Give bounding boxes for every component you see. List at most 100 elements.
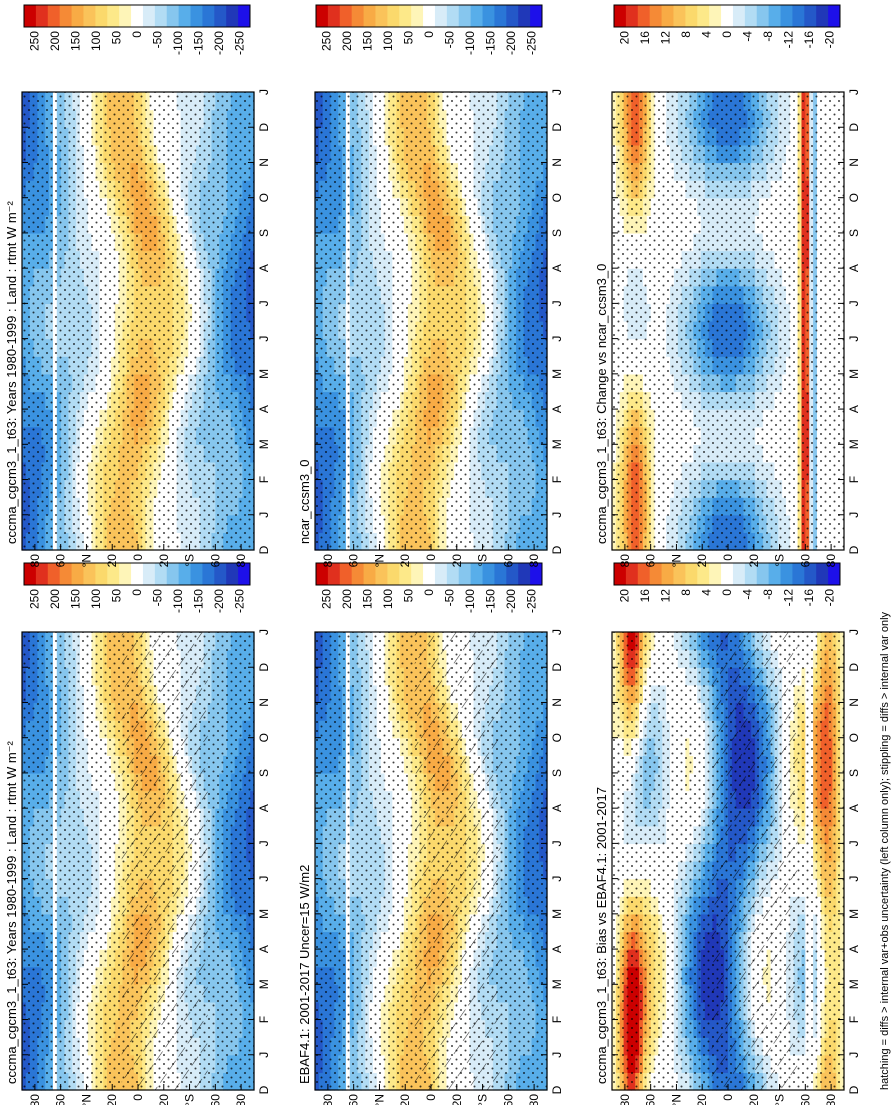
colorbar-label: 250 — [319, 589, 333, 609]
colorbar-label: 8 — [679, 589, 693, 596]
panel-title: EBAF4.1: 2001-2017 Uncer=15 W/m2 — [297, 865, 312, 1084]
y-tick-label: 80 — [618, 1094, 632, 1105]
colorbar: 250 200 150 100 50 0 -50 -100 -150 -200 -250 — [315, 562, 543, 613]
colorbar-swatch — [732, 563, 746, 585]
x-tick-label: A — [550, 804, 564, 812]
y-tick-label: 0 — [131, 1094, 145, 1101]
colorbar-label: 0 — [130, 589, 144, 596]
colorbar-swatch — [226, 563, 239, 585]
colorbar-label: 20 — [617, 589, 631, 603]
x-tick-label: A — [550, 945, 564, 953]
hatching-overlay — [121, 632, 208, 1090]
colorbar-swatch — [375, 563, 388, 585]
colorbar-swatch — [411, 563, 424, 585]
x-tick-label: O — [550, 733, 564, 742]
colorbar-label: 4 — [699, 589, 713, 596]
colorbar-swatch — [637, 563, 651, 585]
y-tick-label: 20 — [450, 1094, 464, 1105]
x-tick-label: S — [847, 769, 861, 777]
colorbar-swatch — [47, 563, 61, 585]
colorbar-swatch — [530, 563, 543, 585]
y-tick-label: °S — [476, 1094, 490, 1105]
colorbar-swatch — [446, 563, 460, 585]
colorbar-label: 200 — [340, 589, 354, 609]
colorbar-swatch — [434, 563, 448, 585]
colorbar-swatch — [804, 563, 817, 585]
colorbar-label: -8 — [761, 589, 775, 600]
panel-title: cccma_cgcm3_1_t63: Years 1980-1999 : Lan… — [4, 740, 19, 1084]
y-tick-label: 60 — [644, 1094, 658, 1105]
colorbar-label: 0 — [422, 589, 436, 596]
colorbar-swatch — [506, 563, 519, 585]
colorbar-swatch — [661, 563, 674, 585]
colorbar-frame — [23, 562, 251, 586]
x-tick-label: M — [550, 979, 564, 989]
x-tick-label: D — [550, 663, 564, 672]
x-tick-label: D — [257, 1085, 271, 1094]
colorbar-swatch — [59, 563, 73, 585]
colorbar-label: -150 — [192, 589, 206, 613]
x-tick-label: A — [257, 945, 271, 953]
colorbar-label: 150 — [360, 589, 374, 609]
x-tick-label: N — [257, 698, 271, 707]
x-tick-label: J — [257, 840, 271, 846]
colorbar-label: 250 — [27, 589, 41, 609]
colorbar-swatch — [780, 563, 793, 585]
colorbar-label: -100 — [463, 589, 477, 613]
colorbar-swatch — [214, 563, 227, 585]
colorbar-label: -20 — [823, 589, 837, 607]
colorbar-label: 12 — [658, 589, 672, 603]
colorbar-swatch — [190, 563, 203, 585]
colorbar-label: 100 — [381, 589, 395, 609]
y-tick-label: °S — [183, 1094, 197, 1105]
x-tick-label: J — [847, 629, 861, 635]
colorbar-swatch — [697, 563, 710, 585]
colorbar-swatch — [482, 563, 495, 585]
colorbar-swatch — [35, 563, 49, 585]
colorbar-swatch — [744, 563, 758, 585]
colorbar-swatch — [142, 563, 156, 585]
y-tick-label: 20 — [747, 1094, 761, 1105]
y-tick-label: 60 — [208, 1094, 222, 1105]
colorbar-label: 16 — [638, 589, 652, 603]
x-tick-label: J — [847, 876, 861, 882]
x-tick-label: M — [257, 909, 271, 919]
colorbar-swatch — [649, 563, 663, 585]
y-tick-label: 20 — [157, 1094, 171, 1105]
x-tick-label: J — [847, 1052, 861, 1058]
colorbar-label: -200 — [504, 589, 518, 613]
x-tick-label: A — [847, 804, 861, 812]
x-tick-label: S — [257, 769, 271, 777]
x-tick-label: D — [550, 1085, 564, 1094]
colorbar-swatch — [95, 563, 108, 585]
y-tick-label: 60 — [798, 1094, 812, 1105]
colorbar-swatch — [709, 563, 722, 585]
colorbar-swatch — [399, 563, 412, 585]
colorbar-swatch — [154, 563, 168, 585]
colorbar-label: -250 — [233, 589, 247, 613]
colorbar-label: 0 — [720, 589, 734, 596]
colorbar-swatch — [828, 563, 841, 585]
x-tick-label: N — [847, 698, 861, 707]
x-tick-label: M — [550, 909, 564, 919]
colorbar-swatch — [721, 563, 734, 585]
hatching-overlay — [414, 632, 501, 1090]
x-tick-label: S — [550, 769, 564, 777]
colorbar-swatch — [756, 563, 770, 585]
colorbar-swatch — [131, 563, 144, 585]
colorbar-swatch — [83, 563, 96, 585]
colorbar-swatch — [363, 563, 376, 585]
y-tick-label: 0 — [424, 1094, 438, 1101]
colorbar-label: -50 — [151, 589, 165, 607]
x-tick-label: F — [847, 1016, 861, 1023]
colorbar-label: -4 — [741, 589, 755, 600]
colorbar-swatch — [166, 563, 180, 585]
y-tick-label: °N — [79, 1094, 93, 1105]
colorbar-frame — [613, 562, 841, 586]
x-tick-label: D — [257, 663, 271, 672]
x-tick-label: F — [257, 1016, 271, 1023]
